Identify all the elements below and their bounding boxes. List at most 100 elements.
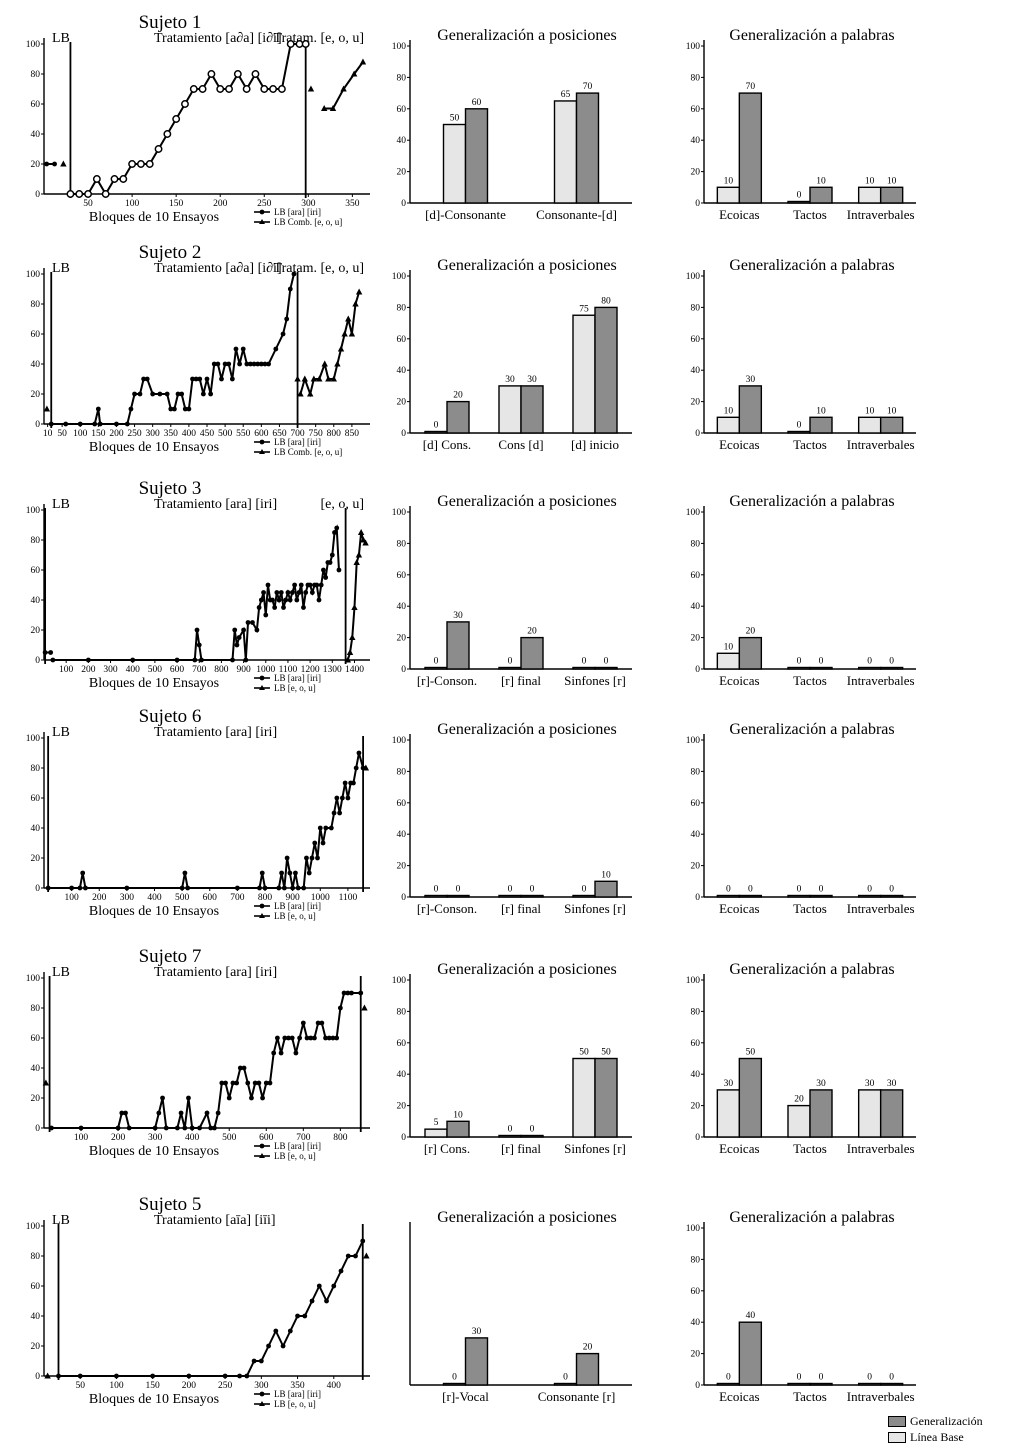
data-point	[291, 271, 297, 277]
y-tick-label: 60	[691, 799, 701, 809]
subject-title: Sujeto 1	[139, 12, 202, 33]
data-point	[346, 649, 354, 655]
data-point	[289, 1035, 295, 1041]
bar-value-label: 0	[508, 885, 513, 895]
data-point	[50, 657, 56, 663]
category-label: Tactos	[793, 673, 827, 688]
legend-triangle-marker	[259, 913, 265, 918]
data-point	[344, 656, 352, 663]
legend-triangle-marker	[259, 1401, 265, 1406]
data-point	[229, 376, 235, 382]
x-tick-label: 800	[327, 429, 342, 439]
category-label: Ecoicas	[719, 1389, 759, 1404]
legend-entry: LB [ara] [iri]	[274, 673, 321, 683]
data-point	[316, 597, 322, 603]
data-point	[309, 1298, 315, 1304]
generalization-bar	[520, 636, 544, 670]
data-point	[334, 1035, 340, 1041]
legend-dot-marker	[259, 439, 265, 445]
bar-value-label: 50	[746, 1048, 756, 1058]
series-line	[324, 61, 364, 110]
category-label: [r]-Vocal	[442, 1389, 489, 1404]
x-tick-label: 300	[103, 665, 118, 675]
generalization-bar	[809, 416, 833, 434]
y-tick-label: 100	[686, 1224, 701, 1234]
data-point	[278, 590, 284, 595]
generalization-bar	[464, 1337, 489, 1386]
data-point	[301, 885, 307, 891]
y-tick-label: 40	[31, 1312, 41, 1322]
data-point	[342, 780, 348, 786]
data-point	[136, 160, 145, 168]
y-tick-label: 60	[397, 335, 407, 345]
category-label: [r] final	[501, 673, 541, 688]
bar-value-label: 10	[887, 176, 897, 186]
data-point	[234, 642, 240, 648]
legend-generalization-label: Generalización	[910, 1413, 983, 1428]
data-point	[156, 1110, 162, 1116]
data-point	[280, 331, 286, 337]
bar-value-label: 0	[797, 885, 802, 895]
data-point	[287, 597, 293, 603]
baseline-bar	[498, 894, 522, 898]
data-point	[150, 391, 156, 397]
y-tick-label: 100	[26, 1222, 41, 1232]
series-line	[52, 524, 340, 661]
data-point	[110, 175, 119, 183]
data-point	[308, 1035, 314, 1041]
bar-value-label: 0	[819, 657, 824, 667]
legend-triangle-marker	[259, 1153, 265, 1158]
data-point	[318, 582, 324, 588]
bar-value-label: 0	[867, 657, 872, 667]
phase-label-treatment: Tratamiento [a∂a] [i∂i]	[154, 31, 282, 46]
x-tick-label: 400	[147, 893, 162, 903]
data-point	[237, 361, 243, 367]
data-point	[315, 855, 320, 861]
category-label: [r] final	[501, 1141, 541, 1156]
y-tick-label: 100	[26, 974, 41, 984]
series-line	[51, 992, 361, 1129]
legend-entry: LB [e, o, u]	[274, 1399, 316, 1409]
legend-dot-marker	[259, 903, 265, 909]
bar-value-label: 30	[527, 375, 537, 385]
data-point	[307, 582, 313, 588]
x-axis-label: Bloques de 10 Ensayos	[89, 904, 219, 919]
x-tick-label: 400	[327, 1381, 342, 1391]
data-point	[345, 795, 351, 801]
data-point	[244, 1373, 250, 1379]
data-point	[323, 825, 329, 831]
x-tick-label: 100	[109, 1381, 124, 1391]
panel-title: Generalización a posiciones	[437, 721, 616, 738]
category-label: [r]-Conson.	[417, 673, 477, 688]
data-point	[287, 870, 293, 876]
bar-value-label: 30	[724, 1079, 734, 1089]
data-point	[244, 361, 250, 367]
data-point	[194, 627, 200, 633]
bar-value-label: 50	[601, 1048, 611, 1058]
data-point	[257, 885, 262, 891]
phase-label-treatment: Tratamiento [ara] [iri]	[154, 965, 277, 980]
y-tick-label: 0	[695, 199, 700, 209]
y-tick-label: 40	[397, 1070, 407, 1080]
y-tick-label: 80	[397, 539, 407, 549]
positions-bar-chart: Generalización a posiciones020406080100[…	[392, 721, 632, 916]
generalization-bar	[879, 186, 904, 204]
y-tick-label: 20	[397, 1102, 407, 1112]
baseline-bar	[553, 100, 578, 204]
data-point	[272, 605, 278, 610]
bar-value-label: 0	[726, 1373, 731, 1383]
x-axis-label: Bloques de 10 Ensayos	[89, 440, 219, 455]
data-point	[337, 345, 345, 352]
y-tick-label: 80	[397, 303, 407, 313]
phase-label-baseline: LB	[52, 261, 70, 276]
data-point	[330, 375, 337, 382]
y-tick-label: 40	[397, 366, 407, 376]
data-point	[287, 286, 293, 292]
data-point	[331, 1283, 337, 1289]
category-label: Tactos	[793, 1389, 827, 1404]
data-point	[175, 391, 181, 397]
data-point	[295, 1313, 300, 1319]
legend-dot-marker	[259, 209, 265, 215]
data-point	[77, 885, 83, 891]
data-point	[164, 391, 170, 397]
